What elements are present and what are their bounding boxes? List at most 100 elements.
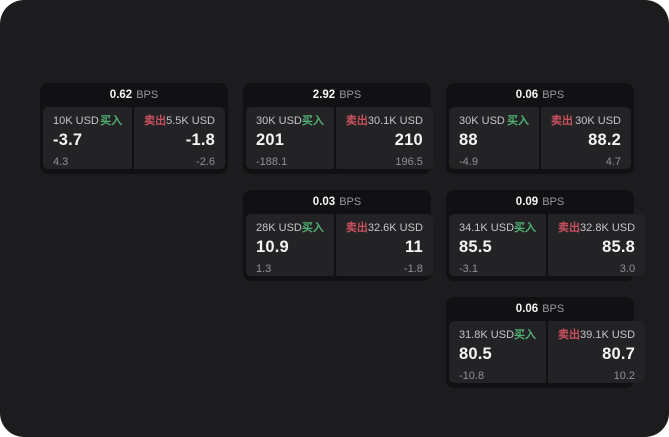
buy-tag: 买入	[301, 115, 324, 127]
sell-price-value: -1.8	[185, 131, 215, 149]
sell-size-label: 32.8K USD	[580, 222, 636, 234]
sell-tile[interactable]: 卖出 39.1K USD 80.7 10.2	[548, 321, 646, 383]
bps-value: 0.06	[515, 89, 539, 101]
sell-tag: 卖出	[558, 222, 581, 234]
sell-price-value: 210	[394, 131, 423, 149]
sell-tile[interactable]: 卖出 30.1K USD 210 196.5	[335, 107, 433, 169]
card-header: 0.09 BPS	[446, 190, 634, 214]
buy-sub-value: -188.1	[256, 156, 288, 168]
card-body: 28K USD 买入 10.9 1.3 卖出 32.6K USD 11 -1.8	[246, 214, 433, 276]
buy-tag: 买入	[514, 329, 537, 341]
sell-tile[interactable]: 卖出 30K USD 88.2 4.7	[541, 107, 631, 169]
buy-sub-value: -10.8	[459, 370, 485, 382]
sell-price-value: 80.7	[602, 345, 636, 363]
sell-tag: 卖出	[558, 329, 581, 341]
sell-tag: 卖出	[345, 222, 368, 234]
sell-size-label: 39.1K USD	[580, 329, 636, 341]
buy-size-label: 34.1K USD	[459, 222, 515, 234]
sell-tile-top: 卖出 30K USD	[551, 114, 621, 128]
sell-tile[interactable]: 卖出 32.8K USD 85.8 3.0	[548, 214, 646, 276]
bps-unit-label: BPS	[339, 89, 362, 101]
bps-unit-label: BPS	[136, 89, 159, 101]
buy-size-label: 31.8K USD	[459, 329, 515, 341]
buy-sub-value: -3.1	[459, 263, 478, 275]
sell-tile-top: 卖出 32.6K USD	[346, 221, 423, 235]
quote-card: 0.03 BPS 28K USD 买入 10.9 1.3 卖出 32.6K US…	[243, 190, 433, 281]
bps-unit-label: BPS	[542, 196, 565, 208]
buy-tile-top: 30K USD 买入	[256, 114, 324, 128]
sell-sub-value: -2.6	[196, 156, 215, 168]
quote-card: 0.09 BPS 34.1K USD 买入 85.5 -3.1 卖出 32.8K…	[446, 190, 646, 281]
card-body: 31.8K USD 买入 80.5 -10.8 卖出 39.1K USD 80.…	[449, 321, 646, 383]
sell-size-label: 5.5K USD	[166, 115, 215, 127]
buy-tile[interactable]: 30K USD 买入 88 -4.9	[449, 107, 539, 169]
buy-tag: 买入	[100, 115, 123, 127]
buy-price-value: 88	[459, 131, 478, 149]
card-header: 0.03 BPS	[243, 190, 431, 214]
quote-card: 2.92 BPS 30K USD 买入 201 -188.1 卖出 30.1K …	[243, 83, 433, 174]
buy-size-label: 28K USD	[256, 222, 302, 234]
sell-tile-top: 卖出 39.1K USD	[558, 328, 635, 342]
quote-card: 0.62 BPS 10K USD 买入 -3.7 4.3 卖出 5.5K USD…	[40, 83, 228, 174]
sell-sub-value: -1.8	[403, 263, 423, 275]
bps-unit-label: BPS	[542, 89, 565, 101]
buy-size-label: 10K USD	[53, 115, 99, 127]
card-body: 10K USD 买入 -3.7 4.3 卖出 5.5K USD -1.8 -2.…	[43, 107, 225, 169]
buy-tile[interactable]: 10K USD 买入 -3.7 4.3	[43, 107, 133, 169]
buy-tile[interactable]: 28K USD 买入 10.9 1.3	[246, 214, 334, 276]
sell-sub-value: 3.0	[619, 263, 636, 275]
sell-price-value: 11	[405, 238, 423, 256]
sell-tile[interactable]: 卖出 32.6K USD 11 -1.8	[335, 214, 433, 276]
sell-tile-top: 卖出 30.1K USD	[346, 114, 423, 128]
buy-sub-value: 1.3	[256, 263, 272, 275]
buy-tile[interactable]: 34.1K USD 买入 85.5 -3.1	[449, 214, 547, 276]
buy-price-value: 80.5	[459, 345, 492, 363]
buy-tile-top: 31.8K USD 买入	[459, 328, 536, 342]
card-header: 0.06 BPS	[446, 83, 634, 107]
bps-value: 0.03	[312, 196, 336, 208]
buy-tile[interactable]: 31.8K USD 买入 80.5 -10.8	[449, 321, 547, 383]
buy-tile-top: 34.1K USD 买入	[459, 221, 536, 235]
sell-tile-top: 卖出 32.8K USD	[558, 221, 635, 235]
buy-size-label: 30K USD	[256, 115, 302, 127]
card-header: 2.92 BPS	[243, 83, 431, 107]
bps-value: 0.62	[109, 89, 133, 101]
sell-tag: 卖出	[551, 115, 573, 127]
sell-price-value: 88.2	[588, 131, 621, 149]
sell-price-value: 85.8	[602, 238, 636, 256]
sell-size-label: 30K USD	[575, 115, 621, 127]
bps-unit-label: BPS	[339, 196, 362, 208]
card-body: 30K USD 买入 201 -188.1 卖出 30.1K USD 210 1…	[246, 107, 433, 169]
buy-price-value: 201	[256, 131, 285, 149]
sell-tag: 卖出	[144, 115, 167, 127]
buy-price-value: -3.7	[53, 131, 83, 149]
sell-size-label: 32.6K USD	[367, 222, 423, 234]
card-header: 0.06 BPS	[446, 297, 634, 321]
buy-tile[interactable]: 30K USD 买入 201 -188.1	[246, 107, 334, 169]
buy-tile-top: 28K USD 买入	[256, 221, 324, 235]
quote-card: 0.06 BPS 30K USD 买入 88 -4.9 卖出 30K USD 8…	[446, 83, 634, 174]
buy-tag: 买入	[301, 222, 324, 234]
bps-value: 2.92	[312, 89, 336, 101]
buy-tag: 买入	[514, 222, 537, 234]
buy-sub-value: 4.3	[53, 156, 69, 168]
card-header: 0.62 BPS	[40, 83, 228, 107]
card-body: 34.1K USD 买入 85.5 -3.1 卖出 32.8K USD 85.8…	[449, 214, 646, 276]
sell-size-label: 30.1K USD	[367, 115, 423, 127]
bps-value: 0.06	[515, 303, 539, 315]
bps-unit-label: BPS	[542, 303, 565, 315]
buy-price-value: 10.9	[256, 238, 289, 256]
bps-value: 0.09	[515, 196, 539, 208]
quote-card: 0.06 BPS 31.8K USD 买入 80.5 -10.8 卖出 39.1…	[446, 297, 646, 388]
buy-tile-top: 10K USD 买入	[53, 114, 122, 128]
sell-tag: 卖出	[345, 115, 368, 127]
sell-sub-value: 196.5	[395, 156, 423, 168]
sell-tile[interactable]: 卖出 5.5K USD -1.8 -2.6	[134, 107, 225, 169]
buy-sub-value: -4.9	[459, 156, 478, 168]
sell-sub-value: 10.2	[613, 370, 636, 382]
sell-tile-top: 卖出 5.5K USD	[144, 114, 215, 128]
buy-price-value: 85.5	[459, 238, 492, 256]
cards-grid: 0.62 BPS 10K USD 买入 -3.7 4.3 卖出 5.5K USD…	[40, 83, 646, 388]
card-body: 30K USD 买入 88 -4.9 卖出 30K USD 88.2 4.7	[449, 107, 631, 169]
